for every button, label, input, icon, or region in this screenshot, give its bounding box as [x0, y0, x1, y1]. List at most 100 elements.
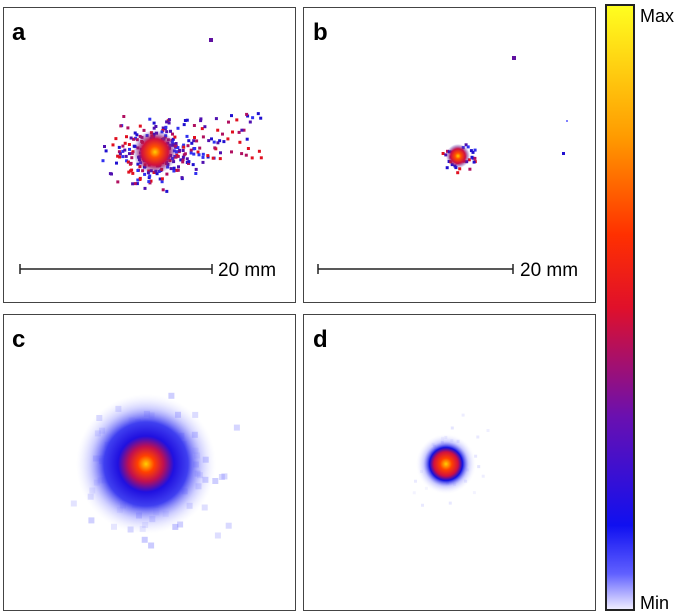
pixel — [201, 504, 208, 511]
hotspot — [446, 144, 470, 168]
pixel — [193, 136, 196, 139]
pixel — [203, 125, 207, 129]
pixel — [127, 170, 131, 174]
pixel — [245, 137, 249, 141]
pixel — [160, 177, 164, 181]
pixel — [471, 150, 475, 154]
pixel — [111, 523, 117, 530]
pixel — [201, 152, 205, 156]
pixel — [123, 141, 127, 145]
pixel — [472, 160, 476, 164]
pixel — [185, 157, 189, 161]
pixel — [122, 115, 126, 118]
pixel — [128, 152, 131, 156]
pixel — [481, 474, 485, 478]
pixel — [199, 119, 203, 123]
pixel — [121, 144, 125, 148]
pixel — [116, 180, 120, 184]
pixel — [486, 429, 490, 432]
pixel — [129, 136, 133, 140]
pixel — [474, 454, 478, 458]
pixel — [214, 532, 221, 539]
pixel — [175, 153, 179, 157]
pixel — [176, 126, 180, 130]
pixel — [141, 536, 148, 543]
panel-label: b — [313, 19, 328, 46]
pixel — [160, 180, 164, 184]
pixel — [441, 152, 445, 155]
hotspot — [416, 434, 476, 494]
pixel — [103, 145, 106, 148]
pixel — [187, 161, 191, 165]
pixel — [231, 130, 234, 134]
pixel — [111, 143, 115, 147]
pixel — [222, 140, 226, 144]
pixel — [182, 145, 186, 149]
pixel — [104, 149, 108, 153]
pixel — [131, 182, 135, 186]
pixel — [185, 118, 189, 122]
pixel — [412, 491, 416, 495]
pixel — [197, 153, 201, 157]
pixel — [175, 168, 179, 172]
colorbar-max-label: Max — [640, 6, 674, 26]
pixel — [259, 116, 263, 120]
pixel — [179, 158, 183, 162]
pixel — [148, 174, 152, 178]
pixel — [214, 117, 218, 121]
pixel — [562, 152, 565, 155]
pixel — [161, 188, 165, 192]
pixel — [190, 141, 194, 145]
pixel — [187, 139, 191, 143]
pixel — [119, 124, 123, 128]
pixel — [244, 153, 248, 157]
pixel — [448, 501, 452, 505]
colorbar-min-label: Min — [640, 593, 669, 613]
pixel — [182, 123, 186, 127]
pixel — [138, 124, 142, 128]
pixel — [221, 473, 228, 480]
pixel — [213, 146, 217, 150]
pixel — [118, 152, 122, 156]
panel-frame — [303, 314, 596, 611]
pixel — [237, 130, 241, 134]
pixel — [171, 137, 175, 141]
pixel — [147, 176, 151, 180]
pixel — [141, 169, 145, 173]
pixel — [169, 167, 173, 171]
pixel — [209, 38, 213, 42]
pixel — [183, 152, 187, 156]
pixel — [169, 129, 172, 133]
pixel — [115, 161, 118, 165]
scale-bar — [19, 264, 514, 274]
pixel — [221, 132, 224, 136]
pixel — [129, 169, 132, 173]
pixel — [130, 151, 134, 155]
pixel — [201, 155, 205, 159]
pixel — [174, 142, 178, 145]
pixel — [230, 114, 233, 118]
scale-bar-label: 20 mm — [520, 260, 578, 281]
pixel — [196, 150, 200, 154]
pixel — [130, 156, 134, 160]
panel-label: a — [12, 19, 26, 46]
panel-frame — [303, 7, 596, 303]
pixel — [118, 155, 122, 159]
pixel — [212, 140, 216, 144]
pixel — [227, 120, 230, 124]
pixel — [251, 116, 255, 120]
pixel — [185, 134, 189, 138]
pixel — [187, 160, 191, 164]
scale-bar-label: 20 mm — [218, 260, 276, 281]
pixel — [466, 145, 470, 149]
pixel — [121, 155, 125, 159]
hotspot — [133, 130, 177, 174]
pixel — [233, 424, 240, 431]
pixel — [200, 127, 204, 131]
pixel — [165, 120, 169, 124]
pixel — [123, 148, 127, 152]
pixel — [414, 479, 417, 483]
pixel — [198, 146, 202, 150]
pixel — [193, 147, 197, 150]
pixel — [167, 118, 171, 122]
